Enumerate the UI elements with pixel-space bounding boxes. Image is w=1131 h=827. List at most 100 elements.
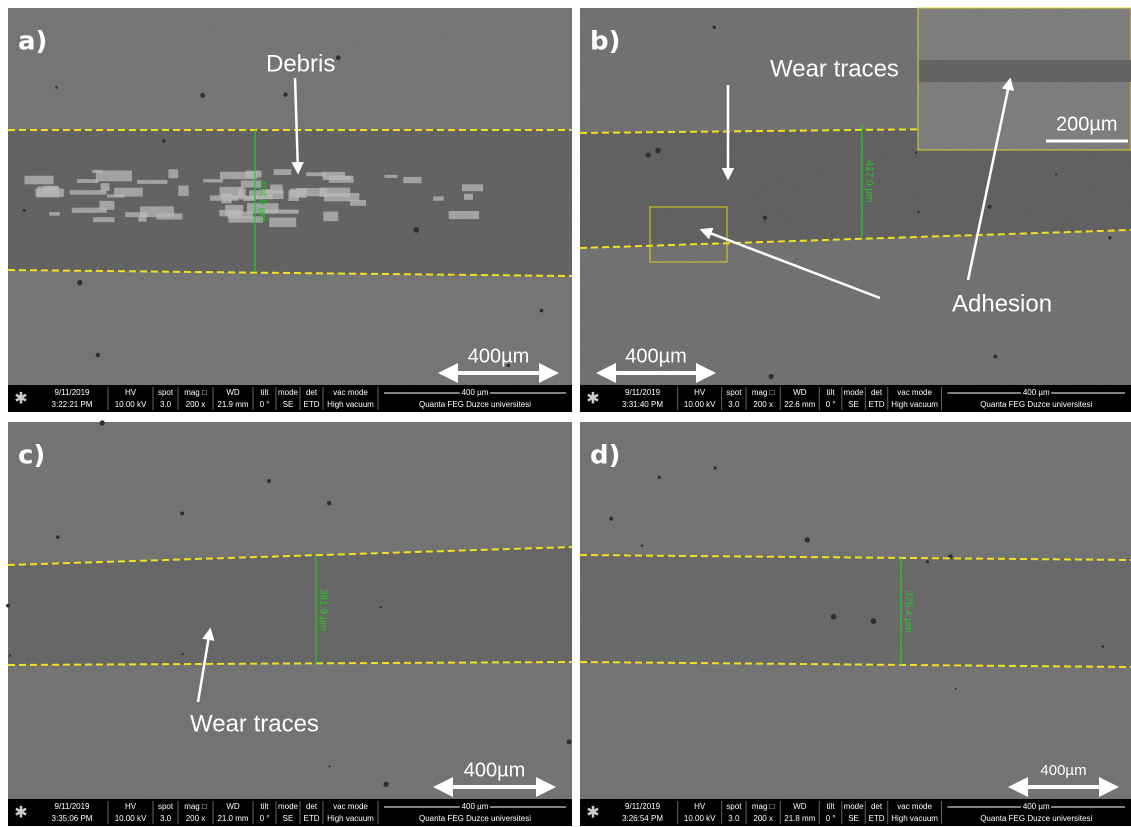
info-time: 3:35:06 PM	[52, 814, 93, 823]
info-header: spot	[158, 388, 174, 397]
sem-panel: 381.9 µm c) Wear traces 400µm ✱ 9/11/2019 3:35…	[6, 420, 572, 826]
info-header: WD	[793, 802, 807, 811]
info-instrument: Quanta FEG Duzce universitesi	[980, 814, 1092, 823]
inset-scale-label: 200µm	[1056, 113, 1118, 135]
info-header: WD	[793, 388, 807, 397]
info-time: 3:26:54 PM	[622, 814, 663, 823]
panel-label: b)	[590, 27, 621, 57]
info-header: HV	[125, 802, 137, 811]
info-value: 10.00 kV	[115, 814, 147, 823]
info-header: det	[306, 802, 318, 811]
annotation: Wear traces	[770, 55, 899, 82]
measure-label: 404.9 µm	[256, 180, 267, 222]
measure-label: 381.9 µm	[317, 589, 328, 631]
info-scale: 400 µm	[462, 388, 489, 397]
info-header: vac mode	[897, 388, 932, 397]
info-value: 0 °	[260, 400, 270, 409]
info-header: tilt	[261, 802, 270, 811]
info-header: det	[871, 802, 883, 811]
info-value: SE	[848, 400, 859, 409]
info-value: SE	[848, 814, 859, 823]
info-header: HV	[125, 388, 137, 397]
detector-icon: ✱	[586, 389, 599, 408]
info-header: mag □	[184, 388, 207, 397]
panel-label: d)	[590, 441, 621, 471]
info-value: 200 x	[186, 814, 206, 823]
info-header: spot	[726, 388, 742, 397]
info-header: mode	[278, 388, 299, 397]
info-value: 3.0	[728, 814, 740, 823]
panel-label: c)	[18, 441, 45, 471]
info-value: 0 °	[826, 814, 836, 823]
info-value: High vacuum	[327, 814, 374, 823]
info-value: 200 x	[186, 400, 206, 409]
info-value: ETD	[869, 814, 885, 823]
info-header: vac mode	[333, 802, 368, 811]
info-value: 21.9 mm	[217, 400, 248, 409]
info-time: 3:22:21 PM	[52, 400, 93, 409]
info-value: 200 x	[753, 400, 773, 409]
info-instrument: Quanta FEG Duzce universitesi	[980, 400, 1092, 409]
info-time: 3:31:40 PM	[622, 400, 663, 409]
info-value: High vacuum	[891, 814, 938, 823]
panel-label: a)	[18, 27, 47, 57]
info-header: det	[871, 388, 883, 397]
info-date: 9/11/2019	[55, 388, 91, 397]
info-header: tilt	[827, 802, 836, 811]
info-header: tilt	[261, 388, 270, 397]
info-value: SE	[283, 814, 294, 823]
annotation: Adhesion	[952, 290, 1052, 317]
info-value: ETD	[869, 400, 885, 409]
info-header: tilt	[827, 388, 836, 397]
info-header: mag □	[752, 802, 775, 811]
texture	[8, 422, 572, 799]
info-header: WD	[226, 802, 240, 811]
info-value: 3.0	[160, 400, 172, 409]
info-value: 200 x	[753, 814, 773, 823]
info-value: ETD	[304, 814, 320, 823]
info-value: 21.0 mm	[217, 814, 248, 823]
detector-icon: ✱	[586, 803, 599, 822]
texture	[580, 422, 1131, 799]
info-header: mag □	[752, 388, 775, 397]
info-date: 9/11/2019	[55, 802, 91, 811]
info-value: 0 °	[826, 400, 836, 409]
info-instrument: Quanta FEG Duzce universitesi	[419, 814, 531, 823]
info-header: mag □	[184, 802, 207, 811]
info-header: spot	[158, 802, 174, 811]
info-value: 22.6 mm	[784, 400, 815, 409]
detector-icon: ✱	[14, 803, 27, 822]
info-header: mode	[278, 802, 299, 811]
info-value: 3.0	[728, 400, 740, 409]
info-header: spot	[726, 802, 742, 811]
info-bar: ✱ 9/11/2019 3:35:06 PM HV 10.00 kV spot 3.0 mag…	[8, 799, 572, 826]
info-header: vac mode	[333, 388, 368, 397]
info-value: High vacuum	[327, 400, 374, 409]
scale-bar-label: 400µm	[464, 759, 526, 781]
info-value: 21.8 mm	[784, 814, 815, 823]
page: {"info_headers": ["HV", "spot", "mag □",…	[0, 0, 1131, 827]
info-value: High vacuum	[891, 400, 938, 409]
info-header: det	[306, 388, 318, 397]
annotation: Debris	[266, 50, 335, 77]
annotation: Wear traces	[190, 710, 319, 737]
info-instrument: Quanta FEG Duzce universitesi	[419, 400, 531, 409]
info-value: 3.0	[160, 814, 172, 823]
info-header: WD	[226, 388, 240, 397]
info-header: HV	[694, 802, 706, 811]
measure-label: 376.4 µm	[902, 591, 913, 633]
info-scale: 400 µm	[462, 802, 489, 811]
info-value: 10.00 kV	[684, 400, 716, 409]
scale-bar-label: 400µm	[625, 345, 687, 367]
info-value: ETD	[304, 400, 320, 409]
info-date: 9/11/2019	[625, 388, 661, 397]
info-header: mode	[844, 802, 865, 811]
scale-bar-label: 400µm	[468, 345, 530, 367]
info-scale: 400 µm	[1023, 802, 1050, 811]
